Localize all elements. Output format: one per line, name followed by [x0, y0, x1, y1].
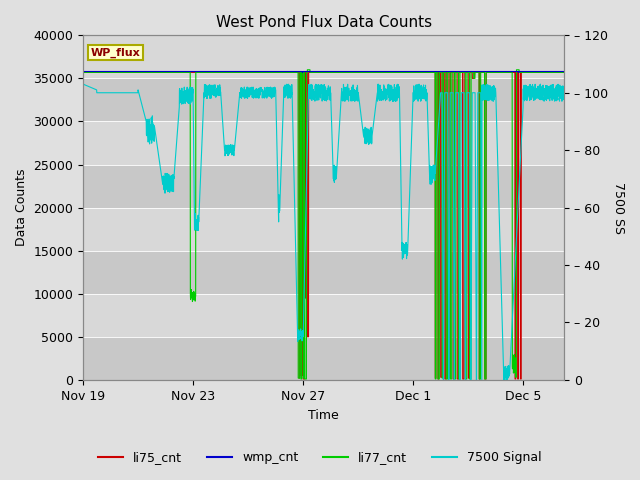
- Legend: li75_cnt, wmp_cnt, li77_cnt, 7500 Signal: li75_cnt, wmp_cnt, li77_cnt, 7500 Signal: [93, 446, 547, 469]
- wmp_cnt: [561, 69, 568, 74]
- Line: li75_cnt: li75_cnt: [83, 72, 564, 379]
- Bar: [83, 207, 564, 251]
- li77_cnt: [303, 67, 311, 72]
- li77_cnt: [297, 376, 305, 382]
- wmp_cnt: [134, 69, 142, 74]
- li75_cnt: [134, 70, 142, 75]
- Bar: [83, 294, 564, 337]
- wmp_cnt: [298, 70, 306, 75]
- Y-axis label: Data Counts: Data Counts: [15, 169, 28, 246]
- 7500 Signal: [561, 92, 568, 97]
- 7500 Signal: [264, 84, 271, 90]
- Line: 7500 Signal: 7500 Signal: [83, 84, 564, 380]
- li75_cnt: [300, 376, 307, 382]
- li75_cnt: [285, 70, 292, 75]
- li77_cnt: [500, 70, 508, 75]
- li77_cnt: [163, 70, 170, 75]
- 7500 Signal: [79, 81, 87, 87]
- li75_cnt: [499, 70, 507, 75]
- Text: WP_flux: WP_flux: [90, 48, 140, 58]
- wmp_cnt: [264, 69, 271, 74]
- Bar: [83, 165, 564, 207]
- 7500 Signal: [163, 174, 170, 180]
- wmp_cnt: [163, 69, 170, 74]
- Y-axis label: 7500 SS: 7500 SS: [612, 181, 625, 234]
- li77_cnt: [561, 70, 568, 75]
- wmp_cnt: [499, 69, 507, 74]
- li77_cnt: [285, 70, 292, 75]
- Bar: [83, 78, 564, 121]
- li75_cnt: [551, 70, 559, 75]
- li77_cnt: [264, 70, 271, 75]
- li75_cnt: [561, 70, 568, 75]
- Title: West Pond Flux Data Counts: West Pond Flux Data Counts: [216, 15, 432, 30]
- li77_cnt: [79, 70, 87, 75]
- Bar: [83, 121, 564, 165]
- Bar: [83, 36, 564, 78]
- wmp_cnt: [285, 69, 292, 74]
- X-axis label: Time: Time: [308, 409, 339, 422]
- wmp_cnt: [551, 69, 559, 74]
- li77_cnt: [552, 70, 559, 75]
- li75_cnt: [79, 70, 87, 75]
- wmp_cnt: [79, 69, 87, 74]
- Line: li77_cnt: li77_cnt: [83, 70, 564, 379]
- 7500 Signal: [440, 377, 447, 383]
- Bar: [83, 337, 564, 380]
- Bar: [83, 251, 564, 294]
- li75_cnt: [264, 70, 271, 75]
- 7500 Signal: [285, 81, 292, 87]
- li75_cnt: [163, 70, 170, 75]
- 7500 Signal: [134, 87, 142, 93]
- 7500 Signal: [499, 360, 507, 365]
- 7500 Signal: [551, 90, 559, 96]
- li77_cnt: [134, 70, 142, 75]
